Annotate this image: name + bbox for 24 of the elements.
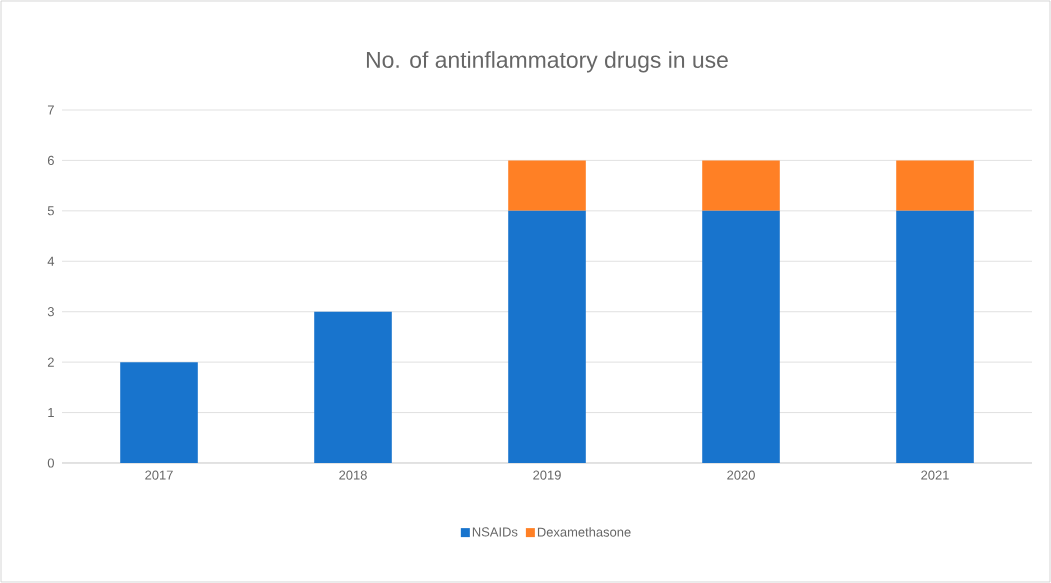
bar [896,160,974,211]
bar [508,160,586,211]
y-tick-label: 1 [48,408,54,418]
bar [702,210,780,463]
legend-label: Dexamethasone [537,527,631,537]
y-tick-label: 6 [47,155,54,165]
x-tick-label: 2018 [339,470,367,480]
x-tick-label: 2019 [533,470,561,480]
y-tick-label: 0 [47,458,54,468]
bar [896,210,974,463]
x-tick-label: 2021 [921,470,949,480]
x-tick-label: 2020 [727,470,755,480]
y-tick-label: 7 [47,105,54,115]
bar [702,160,780,211]
y-tick-label: 4 [47,256,55,266]
legend-label: NSAIDs [472,527,518,537]
x-tick-label: 2017 [145,470,173,480]
bar [120,362,198,463]
y-tick-label: 3 [47,307,54,317]
bar [314,311,392,463]
chart-title: No. of antinflammatory drugs in use [366,51,728,73]
y-tick-label: 2 [47,357,54,367]
y-tick-label: 5 [47,206,54,216]
bar [508,210,586,463]
